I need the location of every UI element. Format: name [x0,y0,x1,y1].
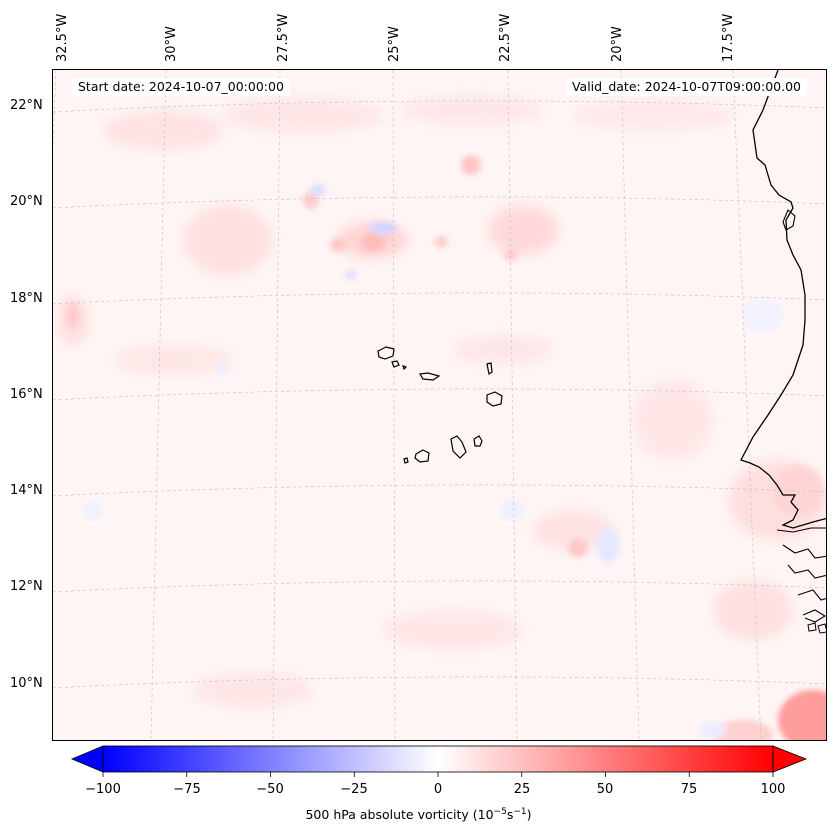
lat-label-10n: 10°N [10,676,43,691]
lon-label-30w: 30°W [164,26,179,62]
lon-label-22-5w: 22.5°W [498,13,513,62]
africa-coastline [740,70,826,529]
lat-label-20n: 20°N [10,194,43,209]
colorbar-ticks [102,772,774,777]
bijagos-islands [807,622,826,634]
lat-label-12n: 12°N [10,579,43,594]
lon-label-20w: 20°W [610,26,625,62]
lat-label-14n: 14°N [10,483,43,498]
positive-vorticity-regions [58,95,826,708]
lat-label-16n: 16°N [10,387,43,402]
colorbar-tick-100: 100 [760,782,786,797]
lon-label-25w: 25°W [387,26,402,62]
colorbar-label-exponent-1: −5 [493,807,507,817]
colorbar [70,745,808,777]
cape-verde-islands [377,346,503,464]
colorbar-label: 500 hPa absolute vorticity (10−5s−1) [0,807,837,822]
start-date-label: Start date: 2024-10-07_00:00:00 [72,78,290,96]
colorbar-tick-50: 50 [596,782,614,797]
colorbar-label-main: 500 hPa absolute vorticity (10 [305,807,494,823]
coastline-west-sahara-tip [782,209,796,231]
colorbar-tick-75: 75 [680,782,698,797]
lat-label-18n: 18°N [10,291,43,306]
vorticity-field [53,70,826,740]
vorticity-maxima [66,155,826,740]
lat-label-22n: 22°N [10,98,43,113]
colorbar-tick-neg75: −75 [173,782,201,797]
colorbar-label-exponent-2: −1 [513,807,527,817]
colorbar-extend-low [70,745,104,773]
colorbar-tick-0: 0 [433,782,443,797]
colorbar-tick-neg100: −100 [85,782,121,797]
colorbar-label-unit: s [506,807,514,823]
colorbar-tick-neg50: −50 [256,782,284,797]
lon-label-32-5w: 32.5°W [55,13,70,62]
map-panel[interactable] [52,69,827,741]
gambia-river-coast [776,527,826,623]
colorbar-extend-high [772,745,808,773]
colorbar-gradient [102,745,774,773]
colorbar-tick-neg25: −25 [340,782,368,797]
lon-label-17-5w: 17.5°W [721,13,736,62]
colorbar-label-end: ) [526,807,532,823]
lon-label-27-5w: 27.5°W [276,13,291,62]
negative-vorticity-regions [83,184,783,738]
colorbar-tick-25: 25 [513,782,531,797]
valid-date-label: Valid_date: 2024-10-07T09:00:00.00 [565,78,807,96]
graticule [53,70,826,740]
